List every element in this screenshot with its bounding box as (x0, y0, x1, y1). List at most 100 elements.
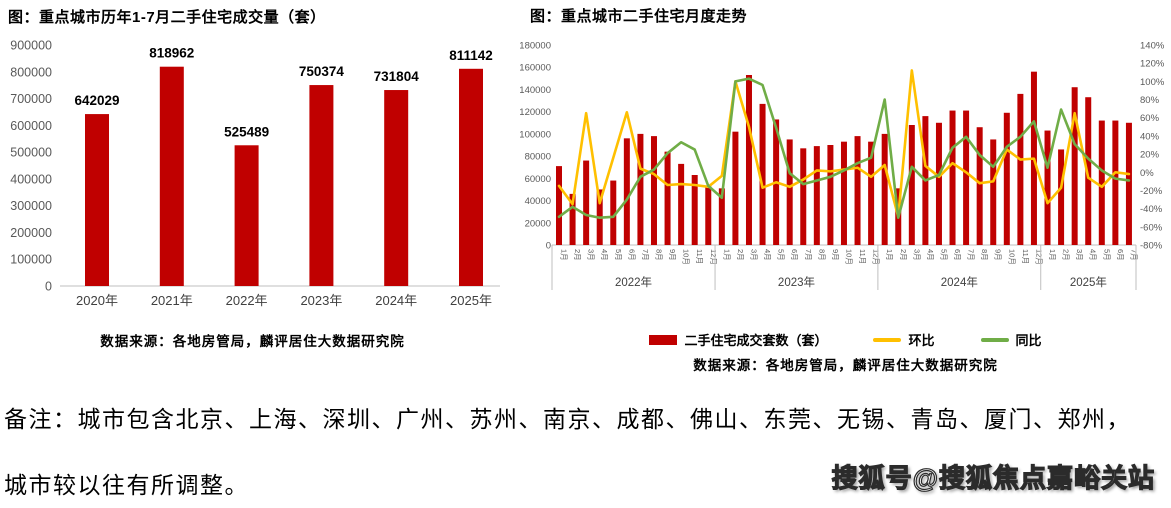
right-chart-left-tick: 100000 (520, 129, 551, 140)
legend-label-tongbi: 同比 (1015, 333, 1042, 348)
right-chart-right-tick: -60% (1140, 222, 1163, 233)
right-chart-right-tick: 0% (1140, 168, 1154, 179)
right-chart-left-tick: 140000 (520, 85, 551, 96)
month-bar (650, 136, 657, 245)
month-bar (840, 141, 847, 245)
year-bar-value: 525489 (224, 124, 269, 139)
month-x-label: 2月 (736, 249, 745, 261)
month-bar (976, 127, 983, 245)
month-x-label: 6月 (953, 249, 962, 261)
month-bar (854, 136, 861, 245)
right-chart-right-tick: 120% (1140, 59, 1165, 70)
year-bar-2025年 (459, 68, 483, 287)
month-x-label: 2月 (899, 249, 908, 261)
year-group-label: 2022年 (615, 275, 652, 289)
left-y-tick: 0 (45, 280, 52, 294)
monthly-combo-chart: 0 20000 40000 60000 80000 100000 120000 140000 1… (520, 41, 1165, 290)
month-bar (1125, 122, 1132, 245)
month-x-label: 9月 (994, 249, 1003, 261)
month-x-label: 5月 (614, 249, 623, 261)
right-chart-right-tick: -20% (1140, 186, 1163, 197)
month-x-label: 10月 (1007, 249, 1016, 265)
month-x-label: 12月 (1034, 249, 1043, 265)
note-text-line2: 城市较以往有所调整。 (4, 473, 249, 498)
left-chart-source: 数据来源：各地房管局，麟评居住大数据研究院 (100, 334, 405, 349)
month-x-label: 6月 (627, 249, 636, 261)
right-chart-left-tick: 120000 (520, 107, 551, 118)
year-x-label: 2023年 (300, 293, 342, 308)
month-x-label: 2月 (573, 249, 582, 261)
year-bar-value: 818962 (149, 46, 194, 61)
month-bar (990, 139, 997, 245)
left-y-tick: 900000 (10, 39, 52, 53)
month-x-label: 12月 (709, 249, 718, 265)
month-bar (637, 133, 644, 245)
month-x-label: 1月 (885, 249, 894, 261)
month-bar (1017, 93, 1024, 245)
month-x-label: 8月 (654, 249, 663, 261)
left-y-tick: 600000 (10, 119, 52, 133)
year-bar-2020年 (85, 114, 109, 286)
month-x-label: 5月 (939, 249, 948, 261)
month-x-label: 8月 (817, 249, 826, 261)
month-x-label: 1月 (560, 249, 569, 261)
month-x-label: 7月 (641, 249, 650, 261)
legend-item-huanbi: 环比 (873, 330, 935, 349)
left-y-tick: 800000 (10, 65, 52, 79)
left-y-tick: 500000 (10, 146, 52, 160)
right-chart-left-tick: 160000 (520, 63, 551, 74)
right-chart-right-tick: 60% (1140, 113, 1160, 124)
month-bar (623, 138, 630, 245)
month-bar (1003, 112, 1010, 246)
month-x-label: 6月 (790, 249, 799, 261)
left-y-tick: 700000 (10, 92, 52, 106)
month-x-label: 11月 (858, 249, 867, 264)
month-x-label: 3月 (1075, 249, 1084, 261)
month-x-label: 6月 (1116, 249, 1125, 261)
year-bar-2021年 (159, 66, 184, 286)
month-bar (705, 186, 712, 245)
month-x-label: 9月 (831, 249, 840, 261)
year-x-label: 2022年 (226, 293, 268, 308)
month-bar (935, 122, 942, 245)
trend-line-同比 (557, 77, 1131, 220)
legend-label-bar-series: 二手住宅成交套数（套） (684, 333, 828, 348)
left-y-tick: 300000 (10, 199, 52, 213)
year-bar-value: 811142 (449, 48, 493, 63)
year-group-label: 2025年 (1070, 275, 1107, 289)
right-chart-legend: 二手住宅成交套数（套） 环比 同比 (520, 330, 1171, 349)
month-x-label: 1月 (1048, 249, 1057, 261)
month-x-label: 3月 (587, 249, 596, 261)
month-x-label: 3月 (749, 249, 758, 261)
month-x-label: 12月 (872, 249, 881, 265)
month-x-label: 9月 (668, 249, 677, 261)
right-chart-left-tick: 60000 (525, 174, 551, 185)
month-x-label: 4月 (1089, 249, 1098, 261)
month-bar (569, 193, 576, 245)
year-x-label: 2024年 (375, 293, 417, 308)
right-chart-right-tick: -40% (1140, 204, 1163, 215)
right-chart-right-tick: 100% (1140, 77, 1165, 88)
year-bar-2022年 (234, 145, 259, 286)
legend-item-tongbi: 同比 (980, 330, 1042, 349)
legend-label-huanbi: 环比 (908, 333, 935, 348)
right-chart-left-tick: 180000 (520, 41, 551, 52)
month-bar (610, 180, 617, 245)
year-x-label: 2025年 (450, 293, 492, 308)
left-y-tick: 400000 (10, 172, 52, 186)
right-chart-left-tick: 80000 (525, 152, 551, 163)
bar-series-swatch (649, 334, 678, 345)
month-x-label: 2月 (1062, 249, 1071, 261)
month-bar (881, 133, 888, 245)
month-x-label: 11月 (695, 249, 704, 264)
yearly-bar-chart: 0 100000 200000 300000 400000 500000 600000 700… (10, 39, 500, 308)
year-x-label: 2021年 (151, 293, 193, 308)
month-x-label: 3月 (912, 249, 921, 261)
month-bar (745, 75, 752, 245)
left-y-tick: 100000 (10, 253, 52, 267)
month-x-label: 5月 (1102, 249, 1111, 261)
month-bar (963, 110, 970, 245)
year-bar-value: 642029 (74, 93, 119, 108)
month-x-label: 1月 (722, 249, 731, 261)
month-bar (678, 163, 685, 245)
